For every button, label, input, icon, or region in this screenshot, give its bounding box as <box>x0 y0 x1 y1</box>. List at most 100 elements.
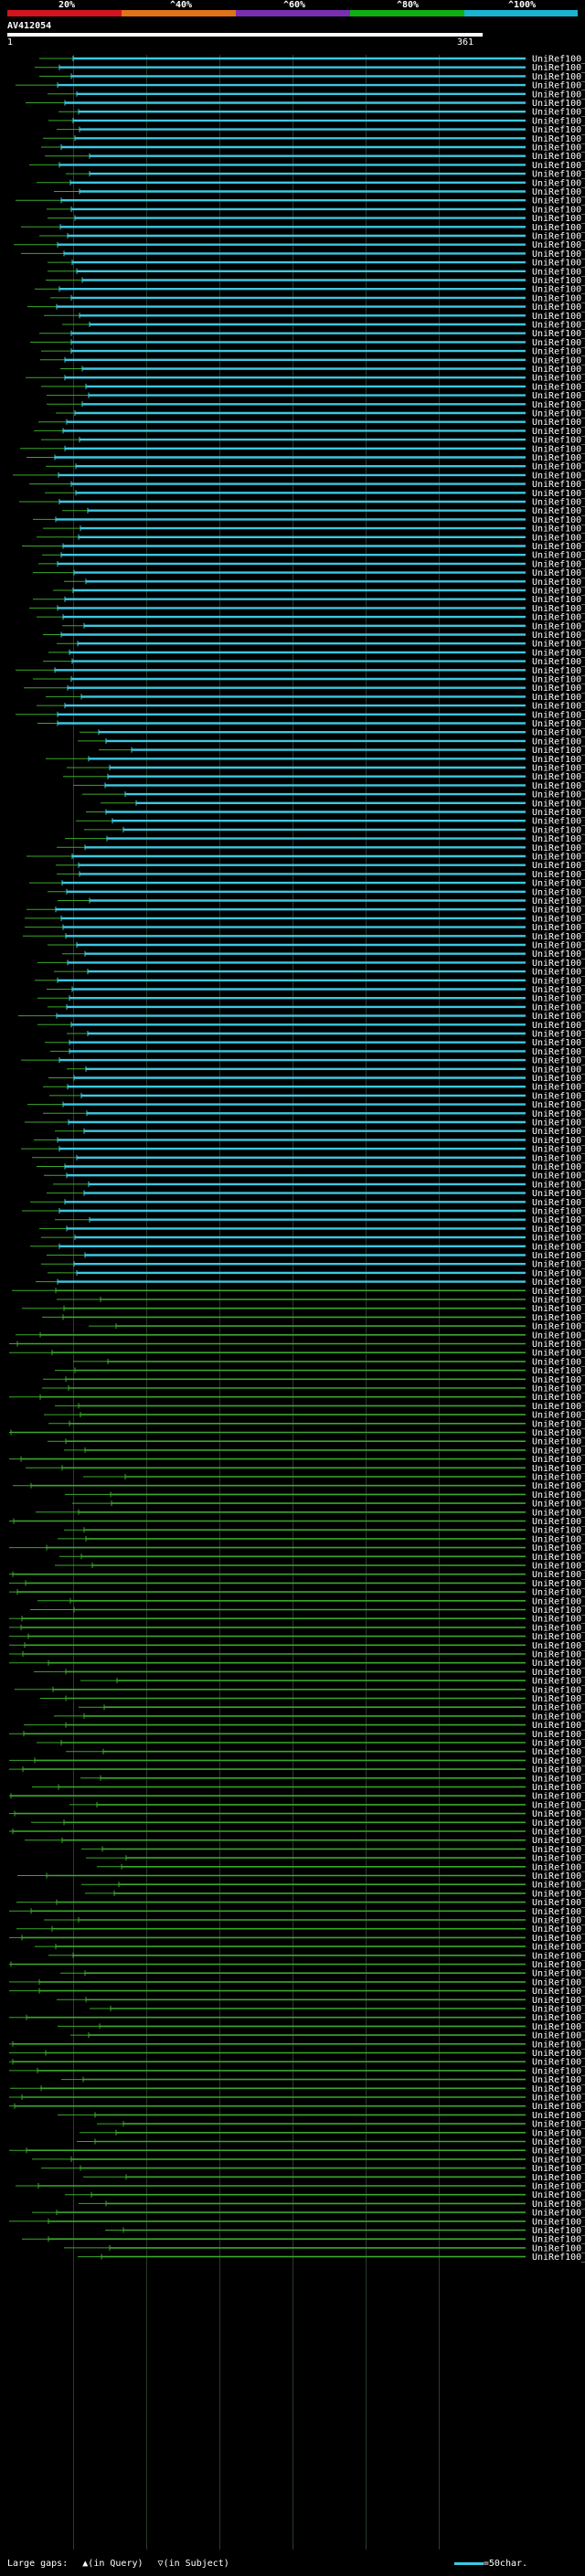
hit-label[interactable]: UniRef100_A7Q910 <box>532 959 585 969</box>
hit-label[interactable]: UniRef100_B6TDC2 <box>532 1162 585 1172</box>
hit-label[interactable]: UniRef100_Q5BC0 <box>532 1171 585 1182</box>
hit-label[interactable]: UniRef100_B9N8U7 <box>532 1455 585 1465</box>
hit-label[interactable]: UniRef100_B7FJW1 <box>532 834 585 844</box>
hit-label[interactable]: UniRef100_A7Q611 <box>532 542 585 552</box>
hit-label[interactable]: UniRef100_C0IRS8 <box>532 436 585 446</box>
hit-label[interactable]: UniRef100_Q9LLC2 <box>532 515 585 525</box>
hit-label[interactable]: UniRef100_C7F8H5 <box>532 2190 585 2200</box>
hit-label[interactable]: UniRef100_A7QJ61 <box>532 1596 585 1606</box>
hit-label[interactable]: UniRef100_B9SME1 <box>532 1375 585 1385</box>
hit-label[interactable]: UniRef100_C6TDR2 <box>532 587 585 597</box>
hit-label[interactable]: UniRef100_Q4LET2 <box>532 1943 585 1953</box>
hit-label[interactable]: UniRef100_C0IRI1 <box>532 976 585 986</box>
hit-label[interactable]: UniRef100_A7Q614 <box>532 276 585 286</box>
hit-label[interactable]: UniRef100_A9NZ22 <box>532 1792 585 1802</box>
hit-label[interactable]: UniRef100_C4J143 <box>532 2084 585 2094</box>
hit-label[interactable]: UniRef100_Q6S162 <box>532 2049 585 2059</box>
hit-label[interactable]: UniRef100_Q38907 <box>532 462 585 472</box>
hit-label[interactable]: UniRef100_Q9LJ09 <box>532 267 585 277</box>
hit-label[interactable]: UniRef100_B7FJT4 <box>532 896 585 906</box>
hit-label[interactable]: UniRef100_B2L5M8 <box>532 2226 585 2236</box>
hit-label[interactable]: UniRef100_Q65734 <box>532 1836 585 1846</box>
hit-label[interactable]: UniRef100_B7FK69 <box>532 293 585 303</box>
hit-label[interactable]: UniRef100_Q8W6U3 <box>532 1296 585 1306</box>
hit-label[interactable]: UniRef100_B8ARB4 <box>532 1881 585 1891</box>
hit-label[interactable]: UniRef100_B9SIR6 <box>532 1118 585 1129</box>
hit-label[interactable]: UniRef100_Q9FI31 <box>532 1234 585 1244</box>
hit-label[interactable]: UniRef100_C6TGG6 <box>532 108 585 118</box>
hit-label[interactable]: UniRef100_B9I125 <box>532 1189 585 1199</box>
hit-label[interactable]: UniRef100_Q4LET5 <box>532 1242 585 1252</box>
hit-label[interactable]: UniRef100_A9PJD7 <box>532 2235 585 2245</box>
hit-label[interactable]: UniRef100_A7Q8H9 <box>532 595 585 605</box>
hit-label[interactable]: UniRef100_Q8S2D5 <box>532 1862 585 1872</box>
hit-label[interactable]: UniRef100_B9HWM2 <box>532 737 585 747</box>
hit-label[interactable]: UniRef100_P93671 <box>532 808 585 818</box>
hit-label[interactable]: UniRef100_A7Q6I8 <box>532 259 585 269</box>
hit-label[interactable]: UniRef100_Q5QR23 <box>532 2013 585 2023</box>
hit-label[interactable]: UniRef100_Q4H5V4 <box>532 1960 585 1970</box>
hit-label[interactable]: UniRef100_A5C3W3 <box>532 374 585 384</box>
hit-label[interactable]: UniRef100_Q1W398 <box>532 746 585 756</box>
hit-label[interactable]: UniRef100_A7Q6H6 <box>532 489 585 499</box>
hit-label[interactable]: UniRef100_B2KL34 <box>532 1854 585 1864</box>
hit-label[interactable]: UniRef100_B9HN39 <box>532 1721 585 1731</box>
hit-label[interactable]: UniRef100_UP1000... <box>532 1366 585 1376</box>
hit-label[interactable]: UniRef100_B9I124 <box>532 1021 585 1031</box>
hit-label[interactable]: UniRef100_A5C5Z6 <box>532 2128 585 2138</box>
hit-label[interactable]: UniRef100_Q5Z667 <box>532 861 585 871</box>
hit-label[interactable]: UniRef100_C6TKJ2 <box>532 578 585 588</box>
hit-label[interactable]: UniRef100_B1A9R7 <box>532 1765 585 1776</box>
hit-label[interactable]: UniRef100_Q0LG58 <box>532 1287 585 1297</box>
hit-label[interactable]: UniRef100_C0IRH7 <box>532 2253 585 2263</box>
hit-label[interactable]: UniRef100_B9HXH9 <box>532 1047 585 1057</box>
hit-label[interactable]: UniRef100_A7Q6Q6 <box>532 1109 585 1119</box>
hit-label[interactable]: UniRef100_Q38911 <box>532 1215 585 1225</box>
hit-label[interactable]: UniRef100_C5Z8T3 <box>532 1747 585 1757</box>
hit-label[interactable]: UniRef100_Q6J4U5 <box>532 312 585 322</box>
hit-label[interactable]: UniRef100_C0IRI0 <box>532 559 585 569</box>
hit-label[interactable]: UniRef100_B9G742 <box>532 506 585 516</box>
hit-label[interactable]: UniRef100_C5YPH5 <box>532 1677 585 1687</box>
hit-label[interactable]: UniRef100_A6NQJ9 <box>532 1198 585 1208</box>
hit-label[interactable]: UniRef100_C6TCY1 <box>532 843 585 853</box>
hit-label[interactable]: UniRef100_B9SJR2 <box>532 285 585 295</box>
hit-label[interactable]: UniRef100_B9I6N9 <box>532 152 585 162</box>
hit-label[interactable]: UniRef100_C5Z8T5 <box>532 719 585 729</box>
hit-label[interactable]: UniRef100_B9S1R5 <box>532 755 585 765</box>
hit-label[interactable]: UniRef100_C5Z8T2 <box>532 1330 585 1341</box>
hit-label[interactable]: UniRef100_B9SYT9 <box>532 1889 585 1899</box>
hit-label[interactable]: UniRef100_C0IRG7 <box>532 879 585 889</box>
hit-label[interactable]: UniRef100_A7Q6H8 <box>532 329 585 339</box>
hit-label[interactable]: UniRef100_Q9FKL9 <box>532 968 585 978</box>
hit-label[interactable]: UniRef100_Q4LET4 <box>532 790 585 800</box>
hit-label[interactable]: UniRef100_Q5BBG9 <box>532 1703 585 1713</box>
hit-label[interactable]: UniRef100_Q6HHY0 <box>532 427 585 437</box>
hit-label[interactable]: UniRef100_B9SJ03 <box>532 170 585 180</box>
hit-label[interactable]: UniRef100_Q39097 <box>532 613 585 623</box>
hit-label[interactable]: UniRef100_B9S3I9 <box>532 728 585 738</box>
hit-label[interactable]: UniRef100_A1YSD1 <box>532 2164 585 2174</box>
hit-label[interactable]: UniRef100_Q84JY3 <box>532 143 585 154</box>
hit-label[interactable]: UniRef100_B4FTT3 <box>532 1180 585 1190</box>
hit-label[interactable]: UniRef100_A9NW75 <box>532 1828 585 1838</box>
hit-label[interactable]: UniRef100_Q9ZX11 <box>532 1260 585 1270</box>
hit-label[interactable]: UniRef100_B9RKL5 <box>532 1712 585 1722</box>
hit-label[interactable]: UniRef100_Q0GB16 <box>532 1313 585 1323</box>
hit-label[interactable]: UniRef100_Q8S9G2 <box>532 99 585 109</box>
hit-label[interactable]: UniRef100_C4P7F6 <box>532 1570 585 1580</box>
hit-label[interactable]: UniRef100_A9NQP4 <box>532 1588 585 1598</box>
hit-label[interactable]: UniRef100_Q9ZSU4 <box>532 640 585 650</box>
hit-label[interactable]: UniRef100_C6TKG4 <box>532 240 585 250</box>
hit-label[interactable]: UniRef100_B9SJR0 <box>532 214 585 224</box>
hit-label[interactable]: UniRef100_C0IR19 <box>532 525 585 535</box>
hit-label[interactable]: UniRef100_P24806 <box>532 675 585 685</box>
hit-label[interactable]: UniRef100_Q8GBG4 <box>532 2243 585 2253</box>
hit-label[interactable]: UniRef100_A9NQJ6 <box>532 1907 585 1917</box>
hit-label[interactable]: UniRef100_Q9AV49 <box>532 621 585 631</box>
hit-label[interactable]: UniRef100_A7QQ50 <box>532 941 585 951</box>
hit-label[interactable]: UniRef100_Q9LLC3 <box>532 533 585 543</box>
hit-label[interactable]: UniRef100_A7QTB5 <box>532 2182 585 2192</box>
hit-label[interactable]: UniRef100_A5AWB1 <box>532 365 585 375</box>
hit-label[interactable]: UniRef100_B9SJ04 <box>532 1277 585 1288</box>
